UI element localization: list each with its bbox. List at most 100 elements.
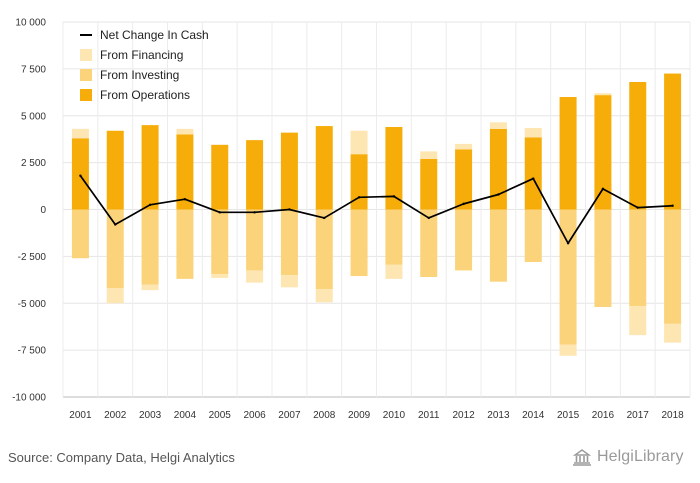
bars <box>71 73 682 356</box>
net-change-point <box>392 195 396 198</box>
net-change-point <box>148 203 152 207</box>
bar-from-financing <box>315 289 333 303</box>
x-tick-label: 2018 <box>661 410 684 421</box>
net-change-point <box>497 193 500 196</box>
x-tick-label: 2003 <box>139 410 162 421</box>
bar-from-financing <box>629 306 647 336</box>
y-axis: -10 000 -7 500 -5 000 -2 500 0 2 500 5 000 7 50… <box>12 18 46 404</box>
bar-from-financing <box>664 323 682 343</box>
y-tick-label: -7 500 <box>18 346 47 357</box>
bar-from-operations <box>385 127 403 210</box>
bar-from-financing <box>594 93 612 96</box>
bar-from-investing <box>211 209 229 275</box>
net-change-point <box>427 216 430 220</box>
bar-from-operations <box>524 137 542 210</box>
bar-from-financing <box>176 128 194 135</box>
x-tick-label: 2007 <box>278 410 301 421</box>
x-tick-label: 2017 <box>627 410 650 421</box>
bar-from-operations <box>176 134 194 210</box>
y-tick-label: 0 <box>40 205 46 216</box>
net-change-point <box>114 223 117 226</box>
x-tick-label: 2002 <box>104 410 127 421</box>
x-tick-label: 2006 <box>243 410 266 421</box>
bar-from-operations <box>211 144 229 210</box>
x-tick-label: 2013 <box>487 410 510 421</box>
bar-from-financing <box>524 127 542 138</box>
x-tick-label: 2015 <box>557 410 580 421</box>
bar-from-investing <box>350 209 368 277</box>
net-change-point <box>601 187 605 191</box>
legend-swatch <box>80 49 92 61</box>
bar-from-financing <box>141 284 159 291</box>
y-tick-label: -2 500 <box>18 252 47 263</box>
bar-from-investing <box>106 209 124 289</box>
net-change-point <box>566 242 570 245</box>
legend-swatch <box>80 89 92 101</box>
bar-from-operations <box>315 126 333 210</box>
legend-label: From Operations <box>100 88 190 102</box>
bar-from-investing <box>420 209 438 277</box>
bar-from-operations <box>280 132 298 210</box>
x-tick-label: 2008 <box>313 410 336 421</box>
x-tick-label: 2010 <box>383 410 406 421</box>
bar-from-financing <box>106 288 124 304</box>
bar-from-operations <box>629 82 647 210</box>
bar-from-financing <box>71 128 89 139</box>
bar-from-operations <box>246 140 264 210</box>
net-change-point <box>253 211 256 214</box>
bar-from-investing <box>71 209 89 259</box>
bar-from-operations <box>71 138 89 210</box>
bar-from-operations <box>594 95 612 210</box>
bar-from-investing <box>594 209 612 307</box>
bar-from-financing <box>280 275 298 288</box>
net-change-point <box>79 174 82 177</box>
bar-from-investing <box>489 209 507 282</box>
legend-swatch <box>80 69 92 81</box>
bar-from-investing <box>524 209 542 262</box>
y-tick-label: 7 500 <box>21 64 46 75</box>
y-tick-label: -10 000 <box>12 393 46 404</box>
x-tick-label: 2001 <box>69 410 92 421</box>
bar-from-investing <box>559 209 577 345</box>
bar-from-investing <box>629 209 647 307</box>
bar-from-operations <box>106 130 124 210</box>
bar-from-investing <box>455 209 473 271</box>
x-tick-label: 2009 <box>348 410 371 421</box>
bar-from-financing <box>420 151 438 159</box>
source-note: Source: Company Data, Helgi Analytics <box>8 450 235 465</box>
cash-flow-chart: 2001 2002 2003 2004 2005 2006 2007 2008 2009 2010… <box>12 18 691 421</box>
x-tick-label: 2012 <box>452 410 475 421</box>
net-change-point <box>532 177 535 180</box>
bar-from-investing <box>315 209 333 290</box>
brand-logo: HelgiLibrary <box>572 448 684 466</box>
bar-from-operations <box>559 97 577 210</box>
bar-from-operations <box>141 125 159 210</box>
net-change-point <box>357 196 361 199</box>
grid-lines <box>62 21 691 398</box>
legend-label: Net Change In Cash <box>100 28 209 42</box>
net-change-point <box>636 206 639 209</box>
net-change-point <box>218 211 221 214</box>
building-icon <box>572 449 592 466</box>
x-tick-label: 2005 <box>209 410 232 421</box>
bar-from-operations <box>455 149 473 210</box>
series-line-net-change-in-cash <box>79 175 673 245</box>
x-tick-label: 2016 <box>592 410 615 421</box>
y-tick-label: -5 000 <box>18 299 47 310</box>
bar-from-investing <box>664 209 682 324</box>
x-tick-label: 2014 <box>522 410 545 421</box>
bar-from-financing <box>211 274 229 278</box>
y-tick-label: 10 000 <box>15 18 46 29</box>
legend-label: From Investing <box>100 68 179 82</box>
bar-from-financing <box>246 270 264 283</box>
x-axis: 2001 2002 2003 2004 2005 2006 2007 2008 2009 2010… <box>69 410 684 421</box>
bar-from-operations <box>489 128 507 210</box>
bar-from-investing <box>385 209 403 265</box>
bar-from-investing <box>176 209 194 279</box>
bar-from-financing <box>489 122 507 129</box>
net-change-point <box>323 216 326 220</box>
bar-from-financing <box>455 143 473 150</box>
bar-from-financing <box>385 264 403 279</box>
x-tick-label: 2011 <box>418 410 440 421</box>
bar-from-operations <box>664 73 682 210</box>
